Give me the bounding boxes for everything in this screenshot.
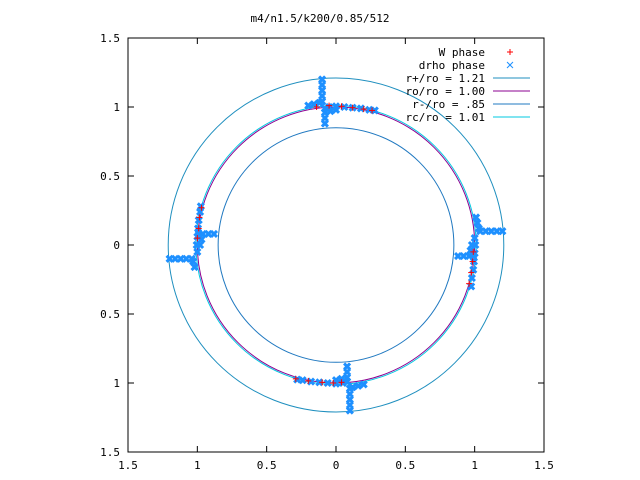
- legend-label: drho phase: [419, 59, 485, 72]
- drho-point: [323, 378, 332, 388]
- drho-point: [365, 105, 374, 114]
- drho-point: [331, 376, 341, 385]
- legend-label: r+/ro = 1.21: [406, 72, 485, 85]
- drho-point: [304, 101, 313, 110]
- drho-point: [197, 235, 206, 244]
- w-point: [326, 102, 333, 109]
- circle-r+ro: [167, 77, 505, 413]
- w-point: [369, 107, 376, 114]
- circle-r-ro: [217, 127, 455, 363]
- drho-point: [471, 213, 481, 222]
- w-point: [466, 280, 473, 287]
- drho-point: [340, 102, 349, 112]
- chart-title: m4/n1.5/k200/0.85/512: [250, 12, 389, 25]
- y-tick-label: 0: [113, 239, 120, 252]
- y-tick-label: 1: [113, 101, 120, 114]
- drho-point: [306, 377, 316, 386]
- legend-swatch: [507, 49, 513, 55]
- w-point: [330, 380, 337, 386]
- drho-point: [309, 100, 318, 109]
- x-tick-label: 0: [333, 459, 340, 472]
- w-point: [313, 104, 320, 110]
- drho-point: [196, 202, 205, 211]
- drho-point: [337, 374, 346, 383]
- drho-point: [194, 216, 203, 225]
- drho-point: [467, 274, 476, 283]
- w-point: [292, 375, 299, 382]
- y-tick-label: 1.5: [100, 446, 120, 459]
- legend-label: ro/ro = 1.00: [406, 85, 485, 98]
- drho-point: [470, 234, 479, 243]
- drho-point: [354, 381, 363, 390]
- legend-swatch: [506, 61, 514, 69]
- drho-point: [209, 229, 219, 239]
- circle-roro: [196, 106, 476, 384]
- drho-point: [356, 104, 366, 113]
- w-point: [198, 204, 205, 211]
- drho-point: [320, 119, 329, 128]
- drho-point: [343, 362, 352, 371]
- drho-point: [348, 383, 357, 392]
- w-point: [196, 214, 203, 221]
- w-point: [319, 379, 326, 386]
- drho-point: [189, 257, 198, 266]
- drho-point: [466, 246, 475, 255]
- y-tick-label: 1.5: [100, 32, 120, 45]
- drho-point: [467, 240, 476, 250]
- plot-area: 1.5 1 0.5 0 0.5 1 1.51.510.500.511.5: [100, 32, 554, 472]
- w-point: [470, 248, 477, 255]
- legend-label: rc/ro = 1.01: [406, 111, 485, 124]
- w-point: [195, 225, 202, 232]
- w-point: [360, 106, 367, 113]
- drho-point: [453, 251, 463, 261]
- x-tick-label: 1: [194, 459, 201, 472]
- w-point: [469, 258, 476, 265]
- w-point: [338, 379, 345, 386]
- drho-point: [193, 247, 202, 256]
- legend-label: r-/ro = .85: [412, 98, 485, 111]
- drho-point: [315, 98, 324, 107]
- y-tick-label: 1: [113, 377, 120, 390]
- drho-point: [331, 105, 341, 114]
- drho-point: [473, 218, 482, 227]
- w-point: [349, 104, 356, 111]
- x-tick-label: 0.5: [257, 459, 277, 472]
- drho-point: [298, 376, 307, 385]
- w-point: [338, 103, 345, 110]
- y-tick-label: 0.5: [100, 308, 120, 321]
- w-point: [194, 235, 201, 242]
- w-point: [468, 269, 475, 276]
- x-tick-label: 1: [471, 459, 478, 472]
- drho-point: [196, 207, 205, 216]
- x-tick-label: 0.5: [395, 459, 415, 472]
- w-point: [305, 377, 312, 384]
- drho-point: [326, 107, 335, 116]
- x-tick-label: 1.5: [118, 459, 138, 472]
- drho-point: [474, 224, 483, 233]
- y-tick-label: 0.5: [100, 170, 120, 183]
- x-tick-label: 1.5: [534, 459, 554, 472]
- drho-point: [190, 263, 199, 272]
- drho-point: [196, 240, 205, 250]
- drho-point: [359, 380, 368, 389]
- legend-label: W phase: [439, 46, 485, 59]
- drho-point: [293, 375, 302, 384]
